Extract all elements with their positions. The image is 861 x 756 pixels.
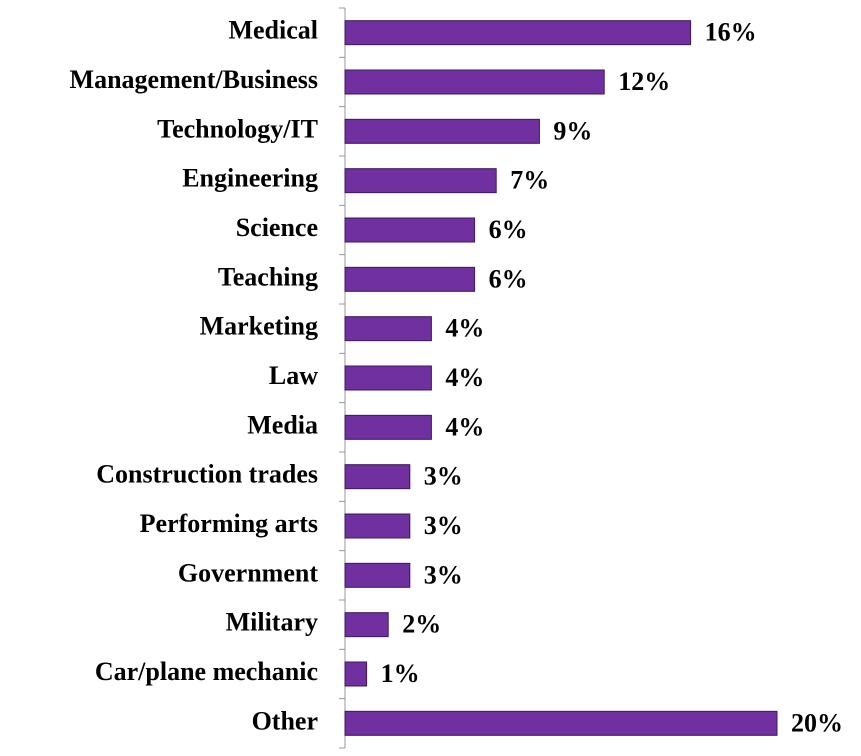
bar [344,710,778,736]
bar [344,168,497,194]
bar [344,414,432,440]
bar [344,513,411,539]
value-label: 16% [705,18,757,47]
category-label: Management/Business [70,65,318,94]
value-label: 3% [424,462,463,491]
category-label: Media [247,410,318,439]
category-label: Government [178,558,318,587]
category-label: Car/plane mechanic [95,657,318,686]
bar [344,464,411,490]
value-label: 4% [445,363,484,392]
bar [344,612,389,638]
bar [344,118,540,144]
bar [344,316,432,342]
category-label: Teaching [218,262,318,291]
value-label: 9% [553,116,592,145]
category-label: Medical [228,16,318,45]
value-label: 3% [424,511,463,540]
bar [344,365,432,391]
value-label: 3% [424,560,463,589]
category-label: Engineering [182,164,318,193]
value-label: 12% [618,67,670,96]
value-label: 1% [381,659,420,688]
category-label: Construction trades [96,460,318,489]
category-label: Technology/IT [157,114,318,143]
bar [344,69,605,95]
value-label: 6% [489,215,528,244]
value-label: 4% [445,412,484,441]
category-label: Military [226,608,318,637]
value-label: 2% [402,610,441,639]
value-label: 4% [445,314,484,343]
category-label: Other [252,706,318,735]
bar [344,20,692,46]
category-label: Law [269,361,318,390]
value-label: 20% [791,708,843,737]
bar [344,562,411,588]
bar [344,661,368,687]
value-label: 7% [510,166,549,195]
bar [344,217,476,243]
category-label: Performing arts [140,509,318,538]
category-label: Science [236,213,318,242]
category-label: Marketing [200,312,318,341]
bar [344,266,476,292]
value-label: 6% [489,264,528,293]
